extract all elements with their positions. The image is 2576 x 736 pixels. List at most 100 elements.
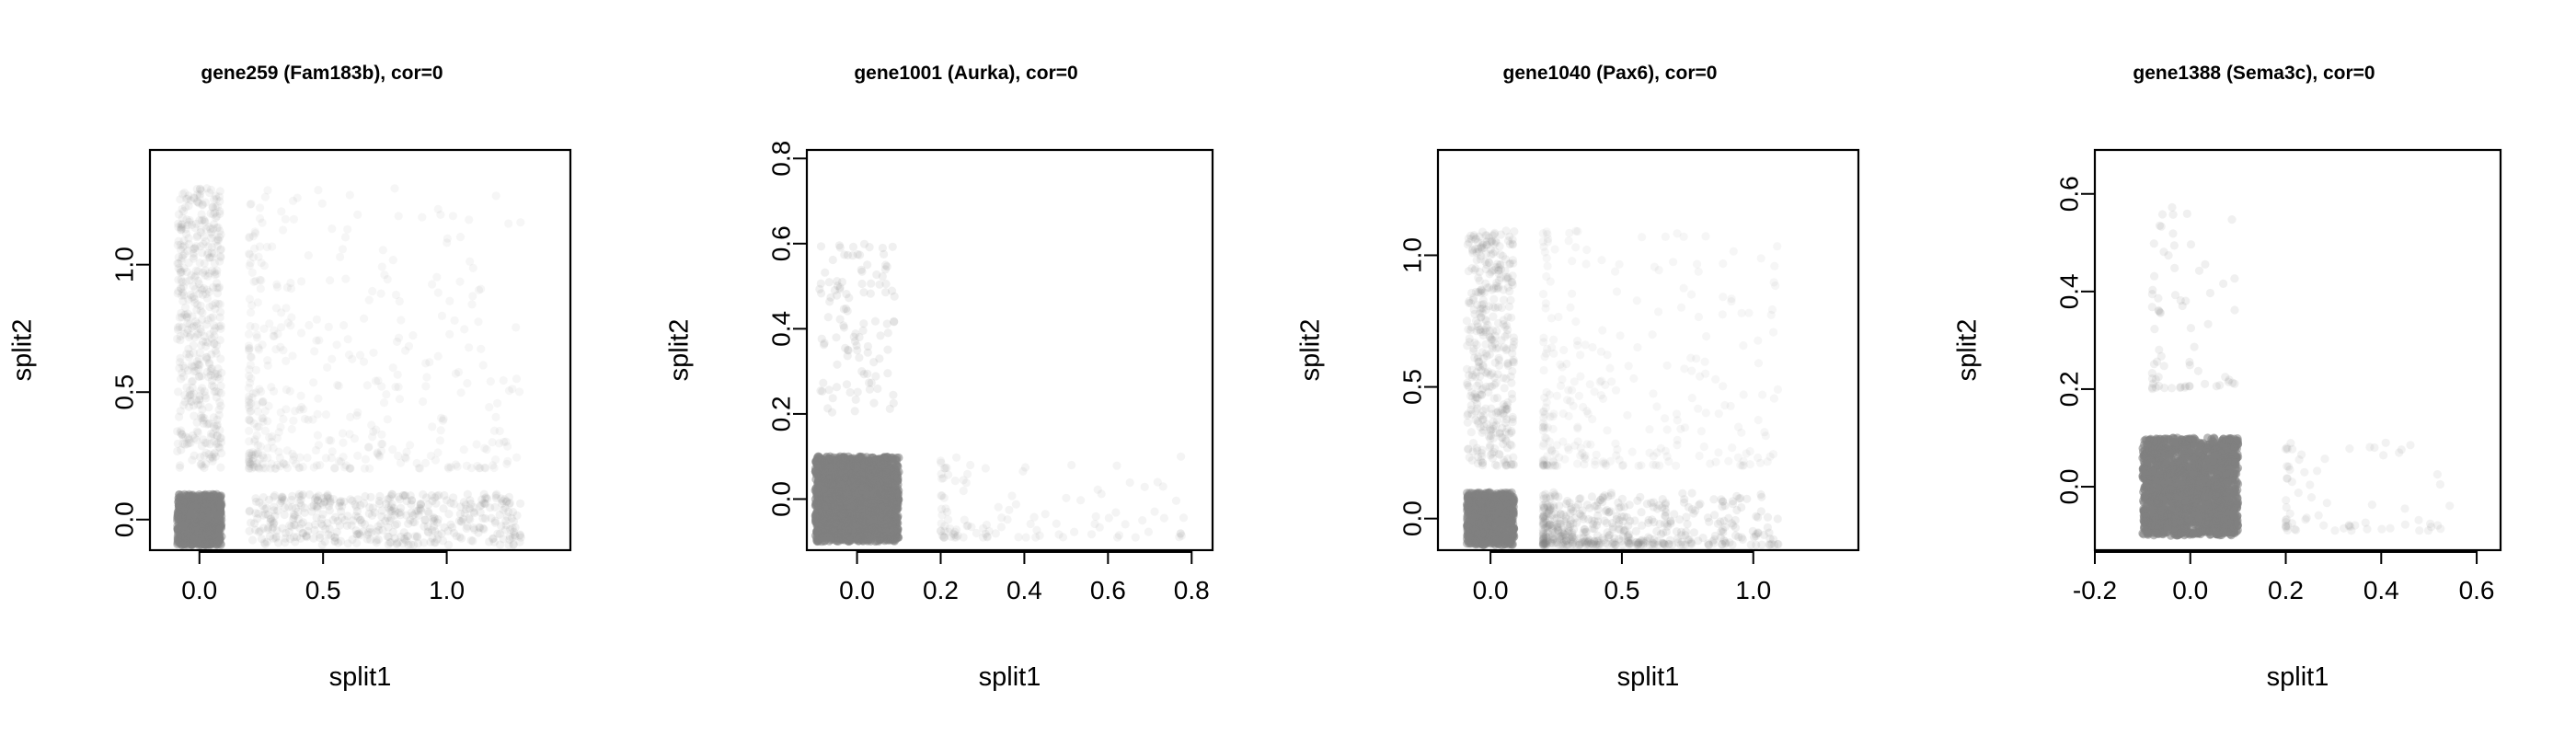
data-point [512,374,522,384]
data-point [258,218,267,227]
data-point [819,340,829,350]
data-point [994,502,1003,512]
data-point [377,262,386,271]
data-point [205,537,214,546]
data-point [212,503,221,512]
data-point [1469,523,1478,532]
data-point [1509,524,1518,534]
data-point [480,494,490,503]
data-point [1475,522,1484,531]
data-point [205,506,214,516]
data-point [867,378,876,387]
data-point [196,242,205,251]
data-point [175,520,184,529]
data-point [1509,510,1518,519]
data-point [379,398,389,408]
data-point [206,371,215,380]
data-point [247,352,256,362]
data-point [174,503,183,512]
data-point [186,290,195,300]
data-point [267,437,276,446]
data-point [835,243,845,252]
data-point [178,361,188,371]
data-point [193,502,202,512]
data-point [466,500,476,509]
data-point [207,376,216,385]
data-point [352,538,362,548]
data-point [1485,535,1494,544]
data-point [217,500,226,510]
data-point [185,319,194,329]
data-point [383,513,392,523]
data-point [197,521,206,530]
data-point [186,540,195,549]
points-group [1462,226,1783,549]
data-point [283,318,293,328]
data-point [201,499,211,508]
data-point [408,517,418,527]
data-point [181,229,191,238]
data-point [420,515,430,525]
data-point [511,523,520,533]
data-point [215,500,224,509]
data-point [200,331,209,341]
data-point [189,501,198,511]
data-point [391,521,400,530]
data-point [823,313,833,322]
data-point [212,439,221,449]
data-point [192,520,201,530]
data-point [187,538,196,547]
data-point [325,506,334,515]
data-point [1505,538,1514,547]
data-point [1005,505,1014,514]
data-point [1484,502,1494,512]
data-point [184,519,193,528]
data-point [248,253,259,262]
data-point [179,512,189,522]
data-point [310,525,319,535]
data-point [186,499,195,508]
data-point [185,276,194,285]
data-point [346,464,355,473]
data-point [348,354,357,363]
data-point [255,275,265,284]
data-point [206,537,215,546]
data-point [1462,535,1472,544]
data-point [305,320,314,330]
data-point [418,213,427,222]
data-point [210,531,219,541]
data-point [1158,482,1167,491]
data-point [185,497,195,506]
data-point [175,490,184,500]
data-point [195,517,204,526]
data-point [185,509,194,518]
data-point [176,539,185,548]
data-point [195,392,204,401]
data-point [490,502,500,512]
data-point [295,523,305,533]
data-point [299,405,308,414]
data-point [353,408,362,417]
data-point [331,512,340,522]
data-point [196,520,206,529]
data-point [190,518,201,527]
data-point [202,536,212,546]
data-point [456,502,466,512]
data-point [246,361,255,370]
data-point [377,506,386,515]
data-point [195,192,204,201]
data-point [191,219,201,228]
data-point [206,432,215,442]
data-point [476,523,485,533]
data-point [505,535,514,545]
data-point [204,502,213,512]
points-group [811,239,1189,546]
data-point [245,344,254,353]
data-point [187,516,196,525]
data-point [181,194,191,203]
data-point [286,278,295,288]
data-point [446,499,455,508]
data-point [177,522,186,531]
data-point [881,280,891,289]
data-point [192,526,201,535]
